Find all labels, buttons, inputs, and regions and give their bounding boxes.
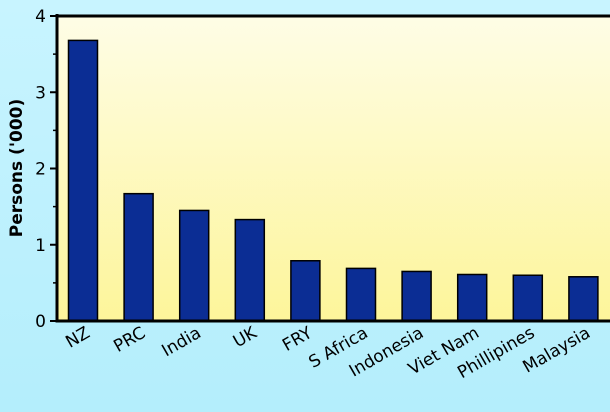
y-axis-title: Persons ('000)	[7, 99, 27, 238]
bar-uk	[234, 218, 266, 322]
bars-group	[67, 39, 599, 322]
y-tick-label-3: 3	[35, 83, 46, 103]
x-tick-label-prc: PRC	[110, 323, 149, 357]
bar-nz	[67, 39, 99, 322]
bar-viet-nam	[456, 273, 488, 322]
bar-prc	[123, 192, 154, 322]
bar-indonesia	[401, 270, 432, 322]
x-tick-label-uk: UK	[230, 323, 261, 353]
bar-fry	[290, 260, 321, 322]
bar-phillipines	[512, 274, 544, 322]
x-tick-label-fry: FRY	[279, 323, 316, 356]
y-tick-label-2: 2	[35, 160, 46, 180]
y-tick-label-1: 1	[35, 236, 46, 256]
bar-india	[178, 209, 210, 322]
x-tick-label-nz: NZ	[62, 323, 93, 353]
y-tick-label-4: 4	[35, 7, 46, 27]
x-tick-label-india: India	[159, 323, 205, 361]
y-ticks-group: 0 1 2 3 4	[35, 7, 57, 332]
bar-malaysia	[568, 276, 599, 322]
y-tick-label-0: 0	[35, 312, 46, 332]
bar-s-africa	[345, 267, 377, 322]
